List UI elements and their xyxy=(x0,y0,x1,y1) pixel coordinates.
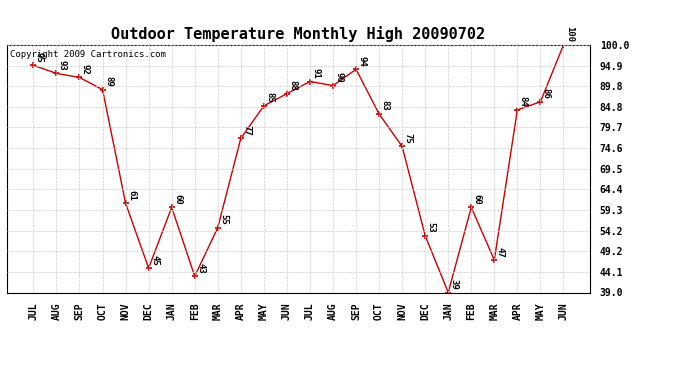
Text: 53: 53 xyxy=(426,222,435,233)
Text: 93: 93 xyxy=(58,60,67,70)
Text: 39: 39 xyxy=(450,279,459,290)
Text: 94: 94 xyxy=(357,56,366,67)
Text: 77: 77 xyxy=(242,125,251,135)
Text: 75: 75 xyxy=(404,133,413,144)
Text: 43: 43 xyxy=(196,263,205,273)
Text: 55: 55 xyxy=(219,214,228,225)
Text: 45: 45 xyxy=(150,255,159,266)
Text: 85: 85 xyxy=(265,92,274,103)
Text: 89: 89 xyxy=(104,76,113,87)
Text: 84: 84 xyxy=(519,96,528,107)
Text: 88: 88 xyxy=(288,80,297,91)
Text: 60: 60 xyxy=(173,194,182,204)
Text: 91: 91 xyxy=(311,68,320,79)
Text: 61: 61 xyxy=(127,190,136,201)
Text: 86: 86 xyxy=(542,88,551,99)
Text: 100: 100 xyxy=(565,26,574,42)
Text: Copyright 2009 Cartronics.com: Copyright 2009 Cartronics.com xyxy=(10,50,166,59)
Text: 83: 83 xyxy=(380,100,389,111)
Text: 47: 47 xyxy=(495,246,504,257)
Text: 95: 95 xyxy=(34,52,43,63)
Text: 92: 92 xyxy=(81,64,90,75)
Text: 60: 60 xyxy=(473,194,482,204)
Title: Outdoor Temperature Monthly High 20090702: Outdoor Temperature Monthly High 2009070… xyxy=(111,27,486,42)
Text: 90: 90 xyxy=(335,72,344,83)
